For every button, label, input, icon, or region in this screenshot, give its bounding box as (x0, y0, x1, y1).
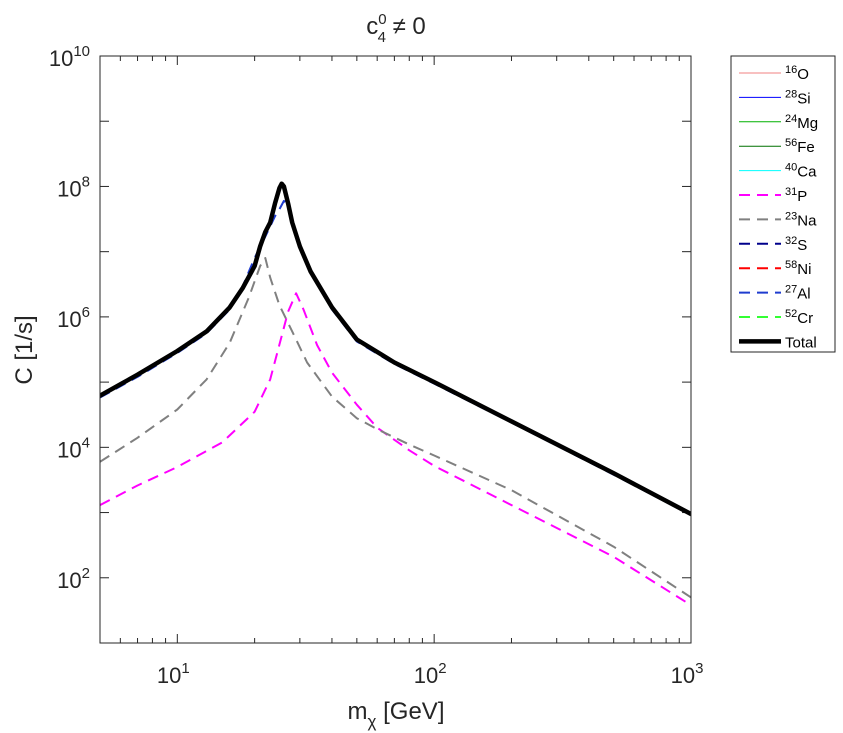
legend-label-mass: 52 (785, 308, 797, 320)
x-tick-label-base: 10 (671, 663, 695, 688)
y-tick-label-base: 10 (57, 568, 81, 593)
legend-label-24Mg: 24Mg (785, 113, 818, 132)
legend-label-mass: 24 (785, 113, 797, 125)
chart-title-base: c (366, 13, 378, 40)
legend-label-Total: Total (785, 334, 817, 351)
legend-label-element: Ni (797, 261, 811, 278)
y-tick-label-exp: 4 (82, 434, 90, 451)
legend-label-mass: 23 (785, 210, 797, 222)
x-tick-label: 103 (671, 660, 704, 688)
legend-label-23Na: 23Na (785, 210, 817, 229)
x-axis-title: mχ [GeV] (348, 698, 445, 731)
series-line-31P (100, 292, 691, 607)
legend-label-element: Cr (797, 310, 813, 327)
legend-label-element: Fe (797, 139, 815, 156)
y-tick-label-base: 10 (57, 176, 81, 201)
y-tick-label: 1010 (49, 43, 90, 71)
legend-label-31P: 31P (785, 186, 807, 205)
y-axis-title: C [1/s] (11, 315, 38, 384)
legend-label-32S: 32S (785, 235, 807, 254)
series-layer (100, 181, 691, 607)
legend-label-element: Total (785, 334, 817, 351)
legend-label-mass: 32 (785, 235, 797, 247)
legend-label-element: Mg (797, 115, 818, 132)
axes-box (99, 55, 692, 644)
y-tick-label-exp: 8 (82, 173, 90, 190)
chart-title-sup: 0 (378, 11, 386, 28)
x-tick-label: 102 (414, 660, 447, 688)
legend-label-mass: 40 (785, 162, 797, 174)
legend-label-mass: 58 (785, 259, 797, 271)
x-tick-label-base: 10 (414, 663, 438, 688)
legend-label-element: O (797, 66, 809, 83)
legend-label-element: S (797, 237, 807, 254)
x-tick-label-exp: 2 (438, 660, 446, 677)
x-tick-label-exp: 3 (695, 660, 703, 677)
chart-title-rest: ≠ 0 (386, 13, 426, 40)
legend-label-mass: 31 (785, 186, 797, 198)
legend-label-element: Si (797, 90, 810, 107)
legend-label-52Cr: 52Cr (785, 308, 813, 327)
legend-label-element: P (797, 188, 807, 205)
y-tick-label-exp: 6 (82, 304, 90, 321)
y-tick-label: 104 (57, 434, 90, 462)
legend: 16O28Si24Mg56Fe40Ca31P23Na32S58Ni27Al52C… (730, 55, 836, 353)
legend-label-40Ca: 40Ca (785, 162, 817, 181)
x-tick-label-exp: 1 (181, 660, 189, 677)
legend-label-mass: 28 (785, 88, 797, 100)
chart-title: c0 4 ≠ 0 (366, 11, 426, 46)
x-tick-label: 101 (157, 660, 190, 688)
legend-label-mass: 16 (785, 64, 797, 76)
legend-label-58Ni: 58Ni (785, 259, 811, 278)
x-axis-title-rest: [GeV] (376, 698, 444, 725)
legend-label-element: Na (797, 212, 817, 229)
series-line-Total (100, 181, 691, 517)
series-line-23Na (100, 257, 691, 599)
y-tick-label-exp: 10 (73, 43, 90, 60)
y-tick-label-base: 10 (49, 46, 73, 71)
y-tick-label-exp: 2 (82, 565, 90, 582)
y-tick-label: 102 (57, 565, 90, 593)
legend-label-mass: 56 (785, 137, 797, 149)
axes-background (100, 56, 691, 643)
chart-title-sub: 4 (378, 29, 386, 46)
y-tick-label: 106 (57, 304, 90, 332)
legend-box (730, 55, 836, 353)
x-tick-label-base: 10 (157, 663, 181, 688)
legend-label-27Al: 27Al (785, 284, 811, 303)
y-tick-label-base: 10 (57, 437, 81, 462)
legend-label-element: Al (797, 286, 810, 303)
legend-label-mass: 27 (785, 284, 797, 296)
y-tick-label-base: 10 (57, 307, 81, 332)
x-axis-title-sub: χ (368, 712, 377, 731)
legend-label-56Fe: 56Fe (785, 137, 815, 156)
legend-label-28Si: 28Si (785, 88, 811, 107)
legend-label-element: Ca (797, 164, 817, 181)
y-tick-label: 108 (57, 173, 90, 201)
legend-label-16O: 16O (785, 64, 809, 83)
x-axis-title-base: m (348, 698, 368, 725)
